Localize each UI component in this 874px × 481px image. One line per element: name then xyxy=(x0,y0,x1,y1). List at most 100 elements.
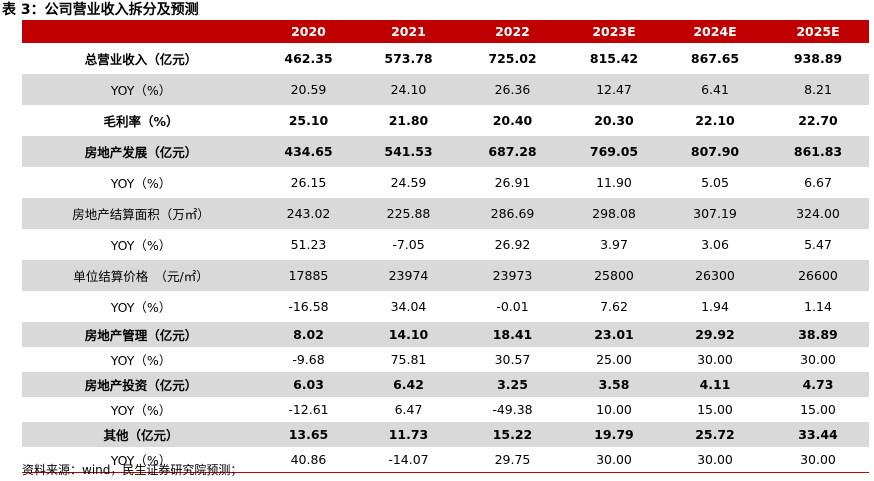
table-cell: 30.00 xyxy=(767,447,869,473)
table-title: 表 3：公司营业收入拆分及预测 xyxy=(2,2,199,18)
table-cell: 19.79 xyxy=(565,422,663,447)
table-cell: 24.10 xyxy=(357,74,460,105)
table-cell: 725.02 xyxy=(488,51,537,66)
table-row: 房地产管理（亿元） 8.02 14.10 18.41 23.01 29.92 38.89 xyxy=(22,322,869,347)
table-cell: 30.00 xyxy=(697,352,733,367)
table-cell: 13.65 xyxy=(260,422,357,447)
table-cell: 26300 xyxy=(663,260,767,291)
table-cell: 30.00 xyxy=(565,447,663,473)
table-cell: 12.47 xyxy=(565,74,663,105)
header-row: 2020 2021 2022 2023E 2024E 2025E xyxy=(22,20,869,43)
table-cell: 26.91 xyxy=(494,175,531,190)
row-label: YOY（%） xyxy=(22,447,260,473)
table-row: YOY（%） 40.86 -14.07 29.75 30.00 30.00 30.00 xyxy=(22,447,869,473)
header-cell-2024e: 2024E xyxy=(663,20,767,43)
row-label: YOY（%） xyxy=(110,176,172,191)
table-cell: 15.00 xyxy=(800,402,836,417)
table-cell: 10.00 xyxy=(596,402,632,417)
table-cell: 23974 xyxy=(357,260,460,291)
table-cell: 30.57 xyxy=(494,352,531,367)
table-cell: 15.22 xyxy=(460,422,565,447)
table-cell: 807.90 xyxy=(663,136,767,167)
table-cell: 22.10 xyxy=(695,113,735,128)
table-cell: 6.41 xyxy=(663,74,767,105)
header-cell-2022: 2022 xyxy=(460,20,565,43)
row-label: 单位结算价格 （元/㎡） xyxy=(22,260,260,291)
table-cell: 3.58 xyxy=(565,372,663,397)
table-cell: 867.65 xyxy=(690,51,740,66)
table-row: YOY（%） 20.59 24.10 26.36 12.47 6.41 8.21 xyxy=(22,74,869,105)
table-row: YOY（%） -16.58 34.04 -0.01 7.62 1.94 1.14 xyxy=(22,291,869,322)
table-cell: 6.42 xyxy=(357,372,460,397)
row-label: 房地产结算面积（万㎡） xyxy=(22,198,260,229)
table-cell: 861.83 xyxy=(767,136,869,167)
table-cell: 938.89 xyxy=(793,51,843,66)
table-cell: 7.62 xyxy=(600,299,628,314)
table-cell: 30.00 xyxy=(663,447,767,473)
table-cell: 25.00 xyxy=(596,352,632,367)
header-cell-2021: 2021 xyxy=(357,20,460,43)
table-cell: -7.05 xyxy=(392,237,425,252)
table-row: YOY（%） 26.15 24.59 26.91 11.90 5.05 6.67 xyxy=(22,167,869,198)
table-cell: 6.67 xyxy=(804,175,832,190)
table-cell: -49.38 xyxy=(492,402,533,417)
table-cell: 1.94 xyxy=(701,299,729,314)
table-cell: 11.73 xyxy=(357,422,460,447)
table-row: 房地产发展（亿元） 434.65 541.53 687.28 769.05 807.90 8… xyxy=(22,136,869,167)
table-cell: 14.10 xyxy=(357,322,460,347)
table-cell: 298.08 xyxy=(565,198,663,229)
table-row: 毛利率（%） 25.10 21.80 20.40 20.30 22.10 22.70 xyxy=(22,105,869,136)
table-cell: 34.04 xyxy=(390,299,427,314)
table-cell: 51.23 xyxy=(290,237,327,252)
table-cell: 22.70 xyxy=(798,113,838,128)
table-cell: 75.81 xyxy=(390,352,427,367)
table-row: 总营业收入（亿元） 462.35 573.78 725.02 815.42 867.65 9… xyxy=(22,43,869,74)
table-cell: 25800 xyxy=(565,260,663,291)
row-label: 房地产投资（亿元） xyxy=(22,372,260,397)
table-row: 房地产结算面积（万㎡） 243.02 225.88 286.69 298.08 307.1… xyxy=(22,198,869,229)
table-cell: 26600 xyxy=(767,260,869,291)
table-cell: 541.53 xyxy=(357,136,460,167)
table-cell: 15.00 xyxy=(697,402,733,417)
table-cell: 38.89 xyxy=(767,322,869,347)
table-cell: 26.15 xyxy=(290,175,327,190)
table-cell: 225.88 xyxy=(357,198,460,229)
table-cell: 769.05 xyxy=(565,136,663,167)
table-cell: -0.01 xyxy=(496,299,529,314)
table-cell: 307.19 xyxy=(663,198,767,229)
table-cell: 462.35 xyxy=(284,51,333,66)
table-cell: 23.01 xyxy=(565,322,663,347)
table-cell: 25.10 xyxy=(288,113,329,128)
table-cell: 243.02 xyxy=(260,198,357,229)
table-cell: 6.47 xyxy=(394,402,423,417)
table-cell: 8.21 xyxy=(767,74,869,105)
table-cell: 3.25 xyxy=(460,372,565,397)
table-cell: 26.92 xyxy=(494,237,531,252)
table-cell: 1.14 xyxy=(804,299,832,314)
table-cell: 25.72 xyxy=(663,422,767,447)
header-cell-2025e: 2025E xyxy=(767,20,869,43)
table-row: 其他（亿元） 13.65 11.73 15.22 19.79 25.72 33.44 xyxy=(22,422,869,447)
table-cell: 324.00 xyxy=(767,198,869,229)
table-row: YOY（%） -9.68 75.81 30.57 25.00 30.00 30.00 xyxy=(22,347,869,372)
table-cell: 5.47 xyxy=(804,237,832,252)
table-cell: 573.78 xyxy=(384,51,433,66)
table-cell: 17885 xyxy=(260,260,357,291)
table-cell: 286.69 xyxy=(460,198,565,229)
table-cell: 4.73 xyxy=(767,372,869,397)
revenue-forecast-table: 2020 2021 2022 2023E 2024E 2025E 总营业收入（亿… xyxy=(22,20,869,473)
header-cell-2020: 2020 xyxy=(260,20,357,43)
table-cell: 30.00 xyxy=(800,352,836,367)
table-cell: 33.44 xyxy=(767,422,869,447)
row-label: YOY（%） xyxy=(22,74,260,105)
table-cell: 29.75 xyxy=(460,447,565,473)
table-row: YOY（%） 51.23 -7.05 26.92 3.97 3.06 5.47 xyxy=(22,229,869,260)
header-cell-label xyxy=(22,20,260,43)
table-cell: 20.59 xyxy=(260,74,357,105)
table-cell: 23973 xyxy=(460,260,565,291)
row-label: YOY（%） xyxy=(110,238,172,253)
table-row: YOY（%） -12.61 6.47 -49.38 10.00 15.00 15.00 xyxy=(22,397,869,422)
table-cell: 24.59 xyxy=(390,175,427,190)
table-cell: 20.30 xyxy=(594,113,634,128)
table-cell: 40.86 xyxy=(260,447,357,473)
